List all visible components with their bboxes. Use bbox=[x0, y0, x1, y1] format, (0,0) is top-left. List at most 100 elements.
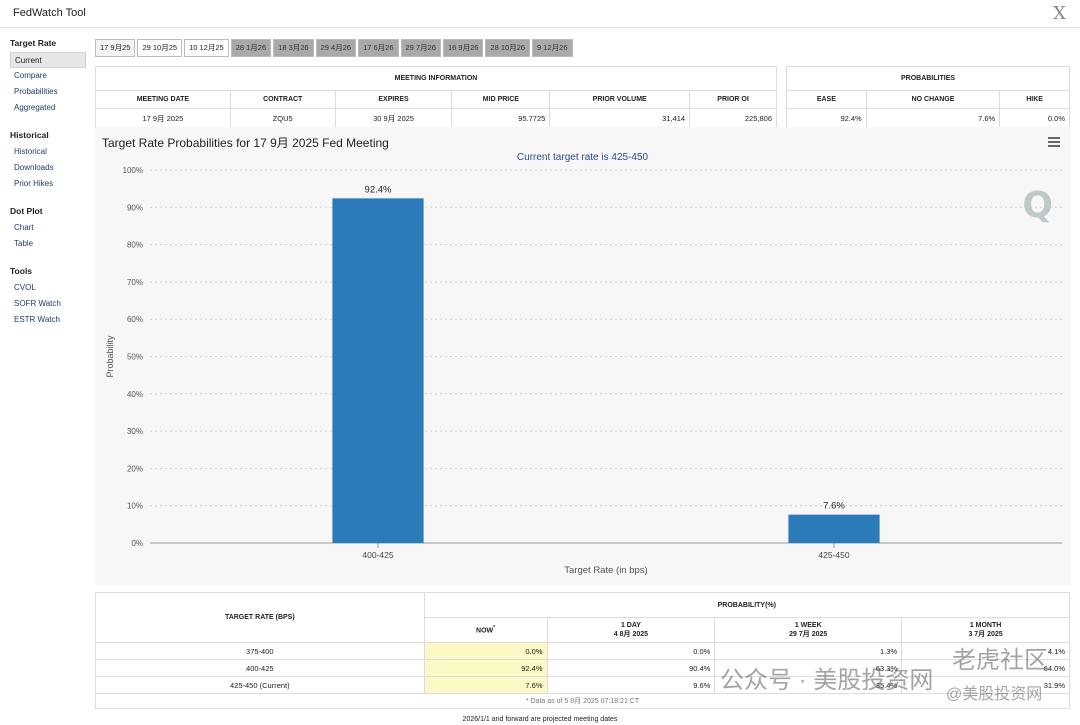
column-date: 3 7月 2025 bbox=[968, 630, 1003, 638]
sidebar-item-probabilities[interactable]: Probabilities bbox=[14, 87, 58, 96]
sidebar-group-target-rate: Target Rate Current Compare Probabilities Ag… bbox=[0, 36, 92, 116]
probability-header: PROBABILITY(%) bbox=[423, 592, 1071, 618]
table-row: 375-400 0.0% 0.0% 1.3% 4.1% bbox=[95, 642, 1070, 660]
prob-column-header: 1 MONTH 3 7月 2025 bbox=[901, 617, 1070, 643]
sidebar-heading: Tools bbox=[10, 266, 33, 276]
footnote-marker: * bbox=[493, 625, 496, 632]
sidebar-item-chart[interactable]: Chart bbox=[14, 223, 34, 232]
target-rate-chart: 0% 10% 20% 30% 40% 50% 60% 70% 80% 90% 100% 92.4% 40… bbox=[95, 127, 1070, 585]
column-header-contract: CONTRACT bbox=[229, 90, 336, 109]
sidebar-group-dot-plot: Dot Plot Chart Table bbox=[0, 204, 92, 252]
column-header-mid-price: MID PRICE bbox=[451, 90, 551, 109]
one-week-cell: 1.3% bbox=[714, 642, 903, 660]
bar-data-label: 92.4% bbox=[365, 184, 392, 195]
y-tick-label: 50% bbox=[127, 353, 143, 362]
y-tick-label: 80% bbox=[127, 241, 143, 250]
meeting-tab[interactable]: 29 4月26 bbox=[315, 39, 357, 57]
probability-value-hike: 0.0% bbox=[999, 108, 1070, 128]
meeting-tab[interactable]: 17 9月25 bbox=[95, 39, 136, 57]
one-week-cell: 63.3% bbox=[714, 659, 903, 677]
sidebar-nav: Target Rate Current Compare Probabilities Ag… bbox=[0, 36, 92, 340]
chart-canvas: 0% 10% 20% 30% 40% 50% 60% 70% 80% 90% 100% 92.4% 40… bbox=[105, 166, 1062, 576]
meeting-information-heading: MEETING INFORMATION bbox=[95, 66, 777, 91]
chart-subtitle: Current target rate is 425-450 bbox=[516, 152, 649, 163]
sidebar-heading: Target Rate bbox=[10, 38, 57, 48]
meeting-information-table: MEETING INFORMATION MEETING DATE CONTRACT… bbox=[95, 66, 777, 128]
column-label: NOW bbox=[476, 627, 494, 635]
y-tick-label: 40% bbox=[127, 390, 143, 399]
sidebar-item-table[interactable]: Table bbox=[14, 239, 34, 248]
x-tick-label: 400-425 bbox=[362, 550, 393, 560]
now-cell: 0.0% bbox=[423, 642, 548, 660]
meeting-tab[interactable]: 18 3月26 bbox=[273, 39, 314, 57]
target-rate-header: TARGET RATE (BPS) bbox=[95, 592, 425, 643]
one-month-cell: 31.9% bbox=[901, 676, 1070, 694]
sidebar-group-tools: Tools CVOL SOFR Watch ESTR Watch bbox=[0, 264, 92, 328]
column-header-prior-volume: PRIOR VOLUME bbox=[549, 90, 691, 109]
column-header-meeting-date: MEETING DATE bbox=[95, 90, 231, 109]
prob-column-header: 1 WEEK 29 7月 2025 bbox=[714, 617, 903, 643]
prob-column-header: 1 DAY 4 8月 2025 bbox=[546, 617, 716, 643]
probabilities-table: PROBABILITIES EASE NO CHANGE HIKE 92.4% 7.6… bbox=[786, 66, 1070, 128]
data-as-of-note: * Data as of 5 8月 2025 07:18:21 CT bbox=[95, 693, 1070, 709]
one-month-cell: 64.0% bbox=[901, 659, 1070, 677]
probability-value-no-change: 7.6% bbox=[865, 108, 1001, 128]
meeting-tab[interactable]: 10 12月25 bbox=[184, 39, 229, 57]
meeting-tab[interactable]: 29 10月25 bbox=[137, 39, 183, 57]
y-tick-label: 70% bbox=[127, 278, 143, 287]
sidebar-item-historical[interactable]: Historical bbox=[14, 147, 47, 156]
quikstrike-logo-icon: Q bbox=[1022, 185, 1053, 226]
sidebar-group-historical: Historical Historical Downloads Prior Hikes bbox=[0, 128, 92, 192]
meeting-tab[interactable]: 17 6月26 bbox=[358, 39, 399, 57]
meeting-date-tabs: 17 9月25 29 10月25 10 12月25 28 1月26 18 3月26 29 … bbox=[95, 39, 573, 57]
close-icon[interactable]: X bbox=[1053, 3, 1066, 24]
now-cell: 7.6% bbox=[423, 676, 548, 694]
column-date: 4 8月 2025 bbox=[613, 630, 649, 638]
meeting-value-meeting-date: 17 9月 2025 bbox=[95, 108, 231, 128]
meeting-tab[interactable]: 29 7月26 bbox=[400, 39, 441, 57]
one-day-cell: 90.4% bbox=[546, 659, 716, 677]
meeting-tab[interactable]: 28 10月26 bbox=[485, 39, 531, 57]
y-tick-label: 20% bbox=[127, 464, 143, 473]
one-day-cell: 9.6% bbox=[546, 676, 716, 694]
chart-title: Target Rate Probabilities for 17 9月 2025… bbox=[102, 136, 389, 150]
title-bar: FedWatch Tool X bbox=[0, 0, 1080, 28]
target-rate-probability-table: TARGET RATE (BPS) PROBABILITY(%) NOW* 1 D… bbox=[95, 592, 1071, 709]
meeting-tab[interactable]: 16 9月26 bbox=[442, 39, 484, 57]
y-axis-title: Probability bbox=[105, 335, 115, 378]
bar-400-425 bbox=[332, 198, 424, 543]
probabilities-heading: PROBABILITIES bbox=[786, 66, 1070, 91]
one-day-cell: 0.0% bbox=[546, 642, 716, 660]
projected-dates-note: 2026/1/1 and forward are projected meeti… bbox=[462, 716, 618, 723]
meeting-tab[interactable]: 9 12月26 bbox=[532, 39, 573, 57]
probability-value-ease: 92.4% bbox=[786, 108, 867, 128]
column-header-prior-oi: PRIOR OI bbox=[689, 90, 777, 109]
sidebar-item-estr-watch[interactable]: ESTR Watch bbox=[14, 315, 60, 324]
bar-data-label: 7.6% bbox=[823, 501, 845, 512]
app-title: FedWatch Tool bbox=[13, 7, 86, 19]
y-tick-label: 60% bbox=[127, 315, 143, 324]
one-week-cell: 35.4% bbox=[714, 676, 903, 694]
sidebar-item-downloads[interactable]: Downloads bbox=[14, 163, 54, 172]
sidebar-item-sofr-watch[interactable]: SOFR Watch bbox=[14, 299, 61, 308]
x-tick-label: 425-450 bbox=[818, 550, 849, 560]
column-header-hike: HIKE bbox=[999, 90, 1070, 109]
meeting-value-mid-price: 95.7725 bbox=[451, 108, 551, 128]
column-header-expires: EXPIRES bbox=[334, 90, 453, 109]
sidebar-item-prior-hikes[interactable]: Prior Hikes bbox=[14, 179, 54, 188]
sidebar-item-aggregated[interactable]: Aggregated bbox=[14, 103, 56, 112]
sidebar-item-cvol[interactable]: CVOL bbox=[14, 283, 36, 292]
bar-425-450 bbox=[788, 514, 880, 543]
chart-menu-icon[interactable] bbox=[1048, 137, 1060, 147]
meeting-value-expires: 30 9月 2025 bbox=[334, 108, 453, 128]
column-label: 1 MONTH bbox=[969, 621, 1002, 629]
y-tick-label: 0% bbox=[131, 539, 143, 548]
sidebar-item-current[interactable]: Current bbox=[10, 52, 86, 68]
table-row: 425-450 (Current) 7.6% 9.6% 35.4% 31.9% bbox=[95, 676, 1070, 694]
sidebar-item-compare[interactable]: Compare bbox=[14, 71, 47, 80]
y-tick-label: 30% bbox=[127, 427, 143, 436]
column-date: 29 7月 2025 bbox=[789, 630, 828, 638]
target-rate-cell: 400-425 bbox=[95, 659, 425, 677]
y-tick-label: 90% bbox=[127, 203, 143, 212]
meeting-tab[interactable]: 28 1月26 bbox=[230, 39, 272, 57]
